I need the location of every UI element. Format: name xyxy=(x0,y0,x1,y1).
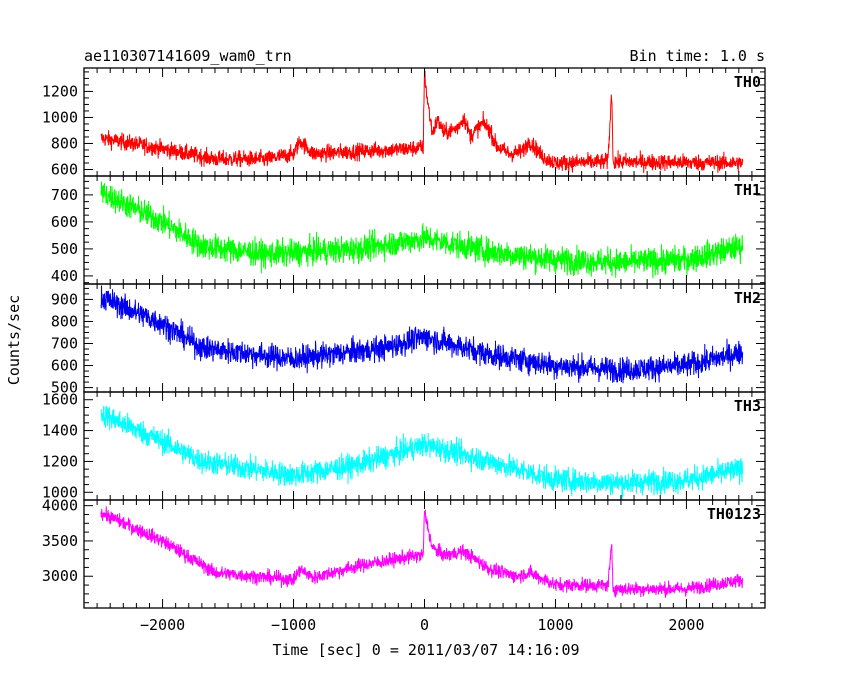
panel-th3: 1000 1200 1400 1600 TH3 xyxy=(42,391,766,501)
panel-label: TH0 xyxy=(734,73,761,91)
y-tick-label: 500 xyxy=(51,379,78,397)
panel-label: TH0123 xyxy=(707,505,761,523)
y-tick-label: 700 xyxy=(51,335,78,353)
series-line-th0 xyxy=(100,70,744,174)
chart-title: ae110307141609_wam0_trn xyxy=(84,47,292,65)
y-tick-label: 400 xyxy=(51,267,78,285)
x-tick-label: 2000 xyxy=(668,616,704,634)
y-tick-label: 600 xyxy=(51,357,78,375)
panel-th0123: 3000 3500 4000 TH0123 xyxy=(42,497,766,609)
series-line-th0123 xyxy=(100,506,744,598)
x-axis-label: Time [sec] 0 = 2011/03/07 14:16:09 xyxy=(272,641,579,659)
y-tick-label: 3000 xyxy=(42,567,78,585)
y-tick-label: 1200 xyxy=(42,452,78,470)
y-tick-label: 1600 xyxy=(42,391,78,409)
y-tick-label: 1200 xyxy=(42,82,78,100)
series-line-th1 xyxy=(100,181,744,279)
panel-label: TH2 xyxy=(734,289,761,307)
y-tick-label: 800 xyxy=(51,312,78,330)
y-tick-label: 3500 xyxy=(42,532,78,550)
y-tick-label: 800 xyxy=(51,134,78,152)
x-tick-label: 0 xyxy=(420,616,429,634)
y-tick-label: 1000 xyxy=(42,108,78,126)
y-tick-label: 4000 xyxy=(42,497,78,515)
series-line-th2 xyxy=(100,285,744,384)
y-tick-label: 600 xyxy=(51,213,78,231)
panels-group: 600 800 1000 1200 TH0 400 500 600 700 TH1 500 600 70… xyxy=(42,67,766,634)
y-axis-label: Counts/sec xyxy=(5,295,23,385)
series-line-th3 xyxy=(100,405,744,500)
panel-label: TH3 xyxy=(734,397,761,415)
y-tick-label: 1400 xyxy=(42,422,78,440)
y-tick-label: 700 xyxy=(51,186,78,204)
y-tick-label: 500 xyxy=(51,240,78,258)
panel-label: TH1 xyxy=(734,181,761,199)
y-tick-label: 600 xyxy=(51,160,78,178)
panel-th0: 600 800 1000 1200 TH0 xyxy=(42,67,766,178)
panel-th1: 400 500 600 700 TH1 xyxy=(51,175,766,285)
bin-time-label: Bin time: 1.0 s xyxy=(630,47,765,65)
panel-th2: 500 600 700 800 900 TH2 xyxy=(51,283,766,397)
x-tick-label: −2000 xyxy=(140,616,185,634)
y-tick-label: 1000 xyxy=(42,483,78,501)
x-tick-label: −1000 xyxy=(271,616,316,634)
y-tick-label: 900 xyxy=(51,290,78,308)
x-tick-label: 1000 xyxy=(537,616,573,634)
